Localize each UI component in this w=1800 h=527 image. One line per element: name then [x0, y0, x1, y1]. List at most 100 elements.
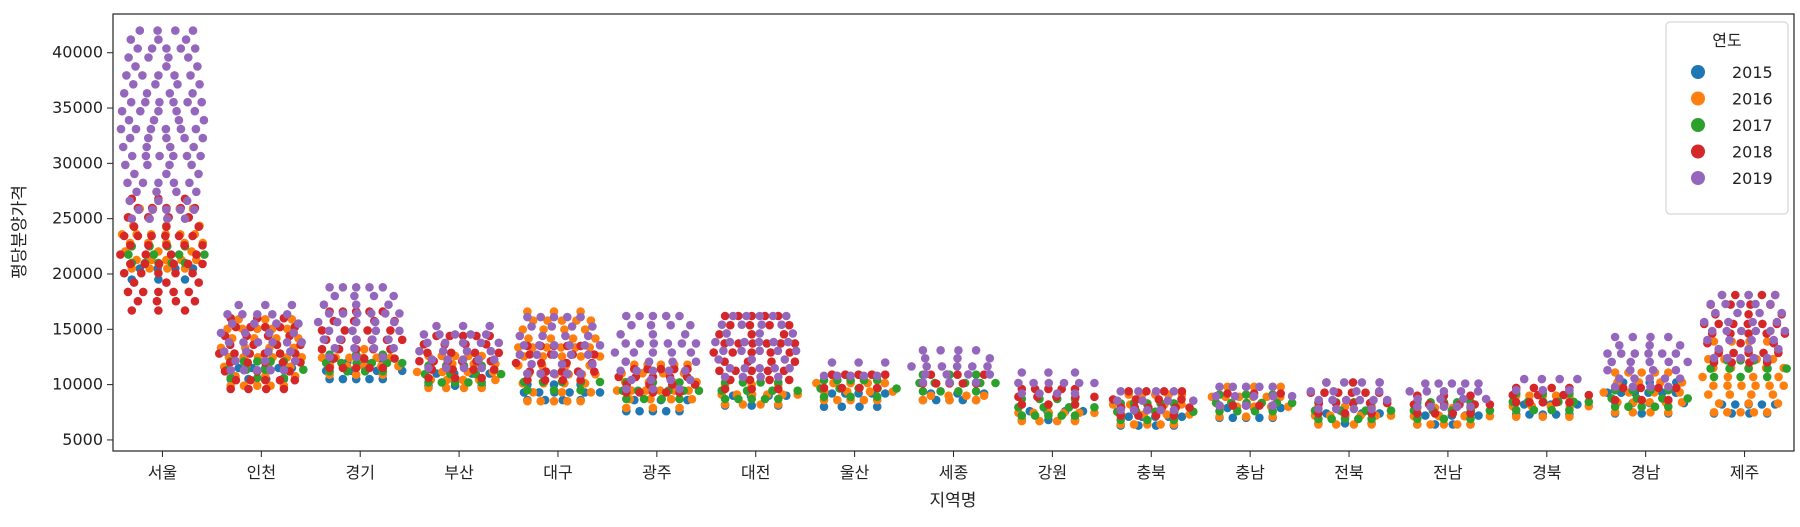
data-point [144, 53, 153, 62]
data-point [119, 268, 129, 278]
data-point [945, 378, 954, 387]
data-point [737, 346, 746, 356]
data-point [644, 357, 654, 367]
data-point [680, 330, 690, 339]
y-tick-label: 35000 [52, 98, 103, 117]
legend: 연도 2015 2016 2017 2018 2019 [1665, 21, 1789, 215]
data-point [1070, 368, 1080, 377]
data-point [238, 310, 247, 319]
data-point [648, 366, 658, 376]
data-point [1287, 398, 1297, 408]
data-point [563, 396, 572, 406]
data-point [1547, 383, 1556, 393]
data-point [523, 375, 532, 385]
data-point [1565, 412, 1574, 422]
data-point [1241, 401, 1251, 410]
data-point [294, 319, 303, 328]
data-point [144, 133, 153, 143]
data-point [1559, 390, 1568, 400]
data-point [265, 328, 274, 338]
data-point [964, 370, 973, 379]
data-point [1044, 400, 1053, 409]
data-point [1354, 414, 1363, 424]
data-point [240, 328, 250, 338]
data-point [1255, 382, 1264, 392]
data-point [1138, 396, 1147, 406]
data-point [174, 250, 184, 259]
data-point [415, 356, 424, 366]
data-point [649, 339, 659, 348]
data-point [1779, 381, 1788, 391]
data-point [1547, 405, 1556, 415]
data-point [134, 205, 144, 214]
y-tick-label: 20000 [52, 264, 103, 283]
data-point [1322, 378, 1331, 387]
data-point [1615, 374, 1624, 383]
data-point [446, 348, 456, 358]
data-point [770, 363, 779, 373]
data-point [837, 402, 847, 412]
data-point [1723, 372, 1733, 382]
data-point [1748, 317, 1757, 327]
data-point [1762, 372, 1772, 382]
data-point [523, 312, 532, 322]
x-tick-label: 울산 [840, 463, 870, 482]
data-point [1511, 412, 1521, 422]
data-point [515, 331, 525, 341]
data-point [324, 309, 334, 318]
data-point [547, 322, 557, 331]
data-point [1709, 372, 1719, 382]
data-point [588, 359, 597, 369]
data-point [1645, 341, 1654, 350]
data-point [119, 231, 129, 241]
data-point [1744, 344, 1753, 354]
data-point [1664, 357, 1673, 367]
data-point [378, 363, 388, 373]
data-point [962, 391, 971, 401]
data-point [462, 346, 472, 356]
data-point [677, 339, 687, 348]
data-point [1447, 379, 1457, 388]
data-point [125, 133, 135, 143]
data-point [668, 357, 677, 367]
data-point [747, 366, 756, 376]
data-point [359, 344, 369, 354]
data-point [550, 341, 559, 350]
data-point [675, 394, 684, 404]
data-point [1059, 378, 1069, 388]
data-point [971, 378, 981, 387]
data-point [1439, 402, 1449, 412]
data-point [865, 387, 875, 396]
x-axis: 서울 인천 경기 부산 대구 광주 대전 울산 세종 강원 충북 충남 전북 전남 경북 경남 제주 [148, 451, 1759, 482]
data-point [154, 287, 163, 297]
data-point [656, 364, 666, 374]
data-point [1607, 357, 1616, 367]
data-point [728, 311, 738, 321]
data-point [155, 151, 164, 161]
data-point [566, 350, 576, 360]
data-point [351, 370, 361, 380]
data-point [191, 124, 201, 134]
data-point [1723, 381, 1732, 391]
data-point [124, 53, 133, 62]
data-point [747, 355, 756, 364]
data-point [1314, 395, 1324, 405]
data-point [144, 241, 153, 250]
data-point [231, 375, 241, 385]
data-point [1664, 402, 1673, 412]
data-point [576, 375, 585, 385]
data-point [1777, 308, 1786, 318]
data-point [1723, 408, 1732, 417]
data-point [151, 80, 160, 89]
data-point [720, 384, 730, 394]
data-point [757, 320, 766, 330]
data-point [1017, 400, 1027, 409]
data-point [335, 335, 345, 344]
data-point [780, 355, 790, 364]
data-point [351, 300, 361, 310]
data-point [1452, 420, 1462, 429]
data-point [227, 319, 237, 328]
data-point [142, 89, 152, 98]
data-point [755, 346, 764, 356]
